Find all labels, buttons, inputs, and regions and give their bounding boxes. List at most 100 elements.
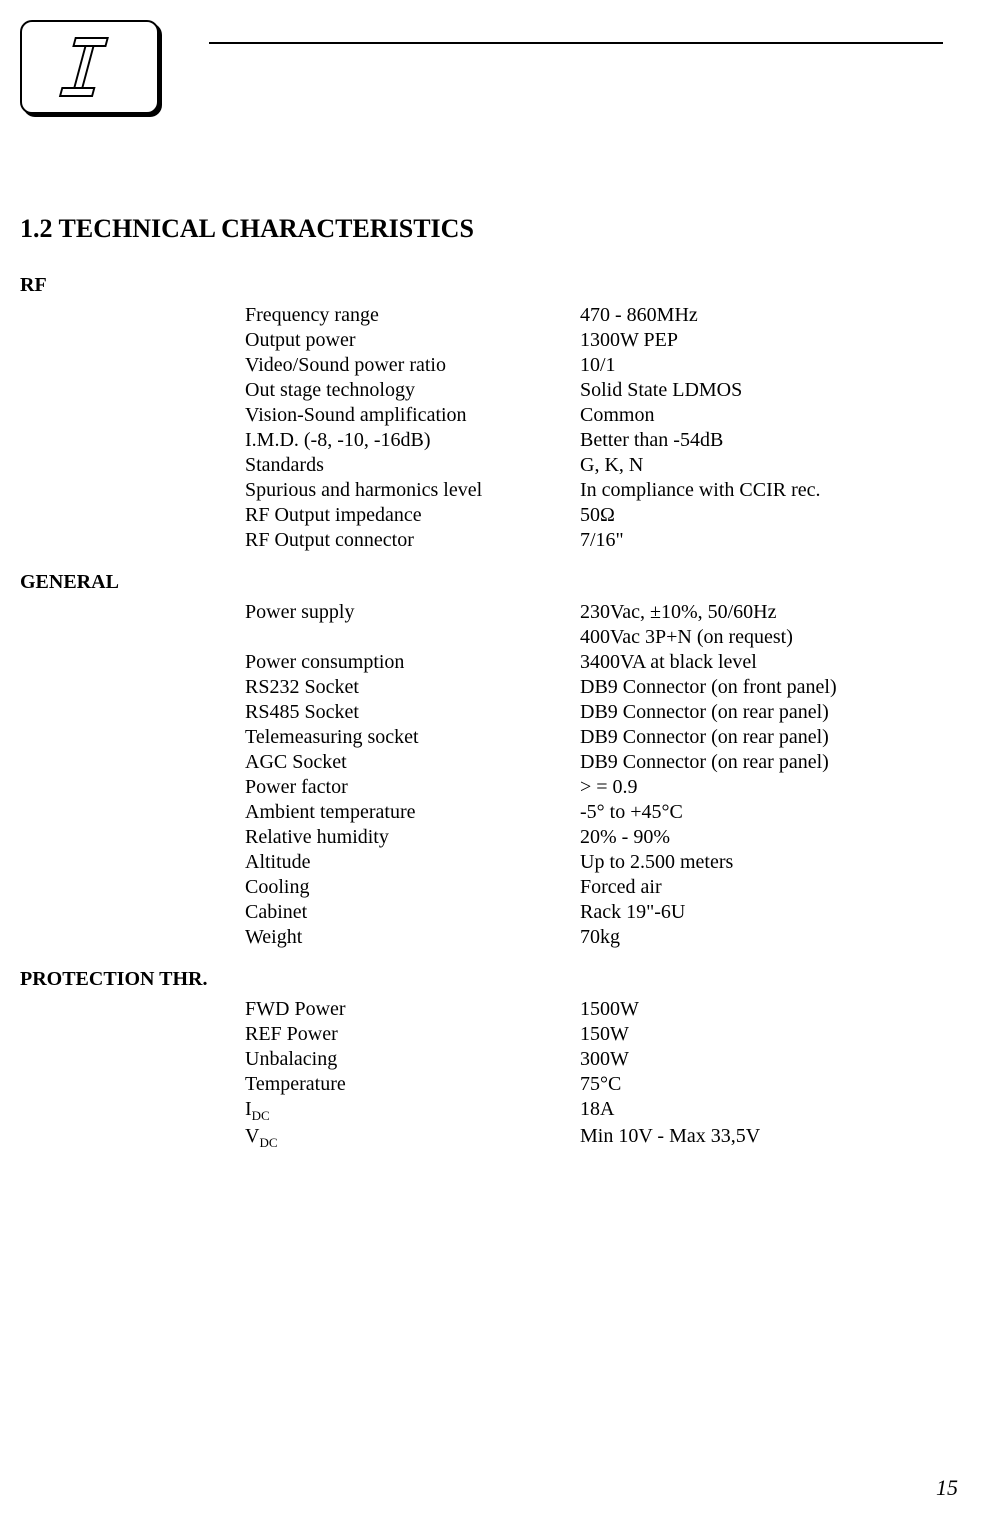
spec-value: 20% - 90% [580, 825, 943, 850]
section-rf: RF Frequency range470 - 860MHz Output po… [20, 274, 943, 553]
spec-label: Weight [245, 925, 580, 950]
spec-label: VDC [245, 1124, 580, 1151]
spec-row: Power consumption3400VA at black level [245, 650, 943, 675]
section-heading-general: GENERAL [20, 571, 943, 594]
spec-label: Ambient temperature [245, 800, 580, 825]
spec-value: 230Vac, ±10%, 50/60Hz [580, 600, 943, 625]
spec-label: FWD Power [245, 997, 580, 1022]
spec-label: RS485 Socket [245, 700, 580, 725]
spec-value: DB9 Connector (on front panel) [580, 675, 943, 700]
section-heading-protection: PROTECTION THR. [20, 968, 943, 991]
page-number: 15 [936, 1475, 958, 1501]
spec-row: Telemeasuring socketDB9 Connector (on re… [245, 725, 943, 750]
spec-value: 300W [580, 1047, 943, 1072]
spec-row: I.M.D. (-8, -10, -16dB)Better than -54dB [245, 428, 943, 453]
spec-row: FWD Power1500W [245, 997, 943, 1022]
spec-value: 1500W [580, 997, 943, 1022]
spec-label: RS232 Socket [245, 675, 580, 700]
page: 1.2 TECHNICAL CHARACTERISTICS RF Frequen… [0, 0, 1003, 1531]
spec-value: 70kg [580, 925, 943, 950]
spec-row: AltitudeUp to 2.500 meters [245, 850, 943, 875]
spec-row: Vision-Sound amplificationCommon [245, 403, 943, 428]
spec-row: REF Power150W [245, 1022, 943, 1047]
spec-value: DB9 Connector (on rear panel) [580, 700, 943, 725]
spec-label: IDC [245, 1097, 580, 1124]
spec-row: Power factor> = 0.9 [245, 775, 943, 800]
spec-value: 50Ω [580, 503, 943, 528]
spec-value: 7/16" [580, 528, 943, 553]
spec-table-rf: Frequency range470 - 860MHz Output power… [245, 303, 943, 553]
spec-label: Standards [245, 453, 580, 478]
spec-row: RS232 SocketDB9 Connector (on front pane… [245, 675, 943, 700]
spec-row: Output power1300W PEP [245, 328, 943, 353]
spec-value: 400Vac 3P+N (on request) [580, 625, 943, 650]
spec-label: REF Power [245, 1022, 580, 1047]
spec-row: RS485 SocketDB9 Connector (on rear panel… [245, 700, 943, 725]
spec-label: Altitude [245, 850, 580, 875]
spec-label: Power supply [245, 600, 580, 625]
section-general: GENERAL Power supply230Vac, ±10%, 50/60H… [20, 571, 943, 950]
spec-label: Cabinet [245, 900, 580, 925]
page-header [20, 20, 943, 114]
spec-value: Common [580, 403, 943, 428]
spec-row: CoolingForced air [245, 875, 943, 900]
spec-label: Telemeasuring socket [245, 725, 580, 750]
spec-row: Spurious and harmonics levelIn complianc… [245, 478, 943, 503]
spec-value: Up to 2.500 meters [580, 850, 943, 875]
spec-label: Power factor [245, 775, 580, 800]
spec-value: > = 0.9 [580, 775, 943, 800]
spec-label: Frequency range [245, 303, 580, 328]
spec-row: Power supply230Vac, ±10%, 50/60Hz [245, 600, 943, 625]
section-protection: PROTECTION THR. FWD Power1500W REF Power… [20, 968, 943, 1152]
spec-label: Video/Sound power ratio [245, 353, 580, 378]
section-heading-rf: RF [20, 274, 943, 297]
page-title: 1.2 TECHNICAL CHARACTERISTICS [20, 214, 943, 244]
spec-label: Relative humidity [245, 825, 580, 850]
spec-row: Unbalacing300W [245, 1047, 943, 1072]
spec-row: Relative humidity20% - 90% [245, 825, 943, 850]
spec-table-general: Power supply230Vac, ±10%, 50/60Hz 400Vac… [245, 600, 943, 950]
header-rule [209, 42, 943, 44]
spec-label: RF Output connector [245, 528, 580, 553]
spec-label: Power consumption [245, 650, 580, 675]
spec-row: AGC SocketDB9 Connector (on rear panel) [245, 750, 943, 775]
spec-label: Output power [245, 328, 580, 353]
spec-value: 1300W PEP [580, 328, 943, 353]
spec-label: Vision-Sound amplification [245, 403, 580, 428]
spec-label: RF Output impedance [245, 503, 580, 528]
spec-value: In compliance with CCIR rec. [580, 478, 943, 503]
spec-row: Out stage technologySolid State LDMOS [245, 378, 943, 403]
spec-label: AGC Socket [245, 750, 580, 775]
spec-label: Out stage technology [245, 378, 580, 403]
spec-value: 150W [580, 1022, 943, 1047]
spec-table-protection: FWD Power1500W REF Power150W Unbalacing3… [245, 997, 943, 1152]
spec-value: 3400VA at black level [580, 650, 943, 675]
spec-value: Better than -54dB [580, 428, 943, 453]
spec-value: 18A [580, 1097, 943, 1124]
spec-value: -5° to +45°C [580, 800, 943, 825]
spec-row: 400Vac 3P+N (on request) [245, 625, 943, 650]
spec-label: Unbalacing [245, 1047, 580, 1072]
spec-label: I.M.D. (-8, -10, -16dB) [245, 428, 580, 453]
spec-row: Ambient temperature-5° to +45°C [245, 800, 943, 825]
spec-row: VDCMin 10V - Max 33,5V [245, 1124, 943, 1151]
spec-label [245, 625, 580, 650]
spec-row: CabinetRack 19"-6U [245, 900, 943, 925]
spec-row: Weight70kg [245, 925, 943, 950]
spec-value: 75°C [580, 1072, 943, 1097]
spec-label: Cooling [245, 875, 580, 900]
spec-label: Spurious and harmonics level [245, 478, 580, 503]
spec-value: DB9 Connector (on rear panel) [580, 725, 943, 750]
spec-value: Forced air [580, 875, 943, 900]
spec-row: RF Output impedance50Ω [245, 503, 943, 528]
spec-value: Min 10V - Max 33,5V [580, 1124, 943, 1151]
spec-row: Temperature75°C [245, 1072, 943, 1097]
spec-value: 470 - 860MHz [580, 303, 943, 328]
spec-row: RF Output connector7/16" [245, 528, 943, 553]
spec-row: Frequency range470 - 860MHz [245, 303, 943, 328]
spec-row: Video/Sound power ratio10/1 [245, 353, 943, 378]
spec-value: DB9 Connector (on rear panel) [580, 750, 943, 775]
logo-icon [58, 33, 122, 101]
spec-value: Rack 19"-6U [580, 900, 943, 925]
spec-row: StandardsG, K, N [245, 453, 943, 478]
